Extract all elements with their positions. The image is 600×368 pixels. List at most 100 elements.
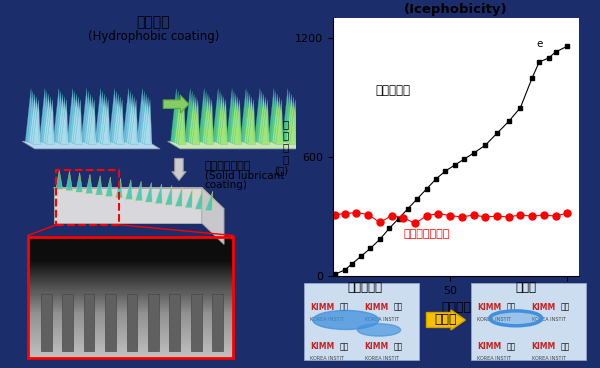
- Text: KIMM: KIMM: [310, 342, 334, 351]
- Bar: [28, 237, 233, 239]
- Polygon shape: [125, 180, 132, 199]
- Polygon shape: [29, 94, 37, 143]
- Bar: [28, 336, 233, 338]
- Polygon shape: [59, 97, 67, 144]
- Polygon shape: [202, 188, 224, 244]
- Bar: [28, 253, 233, 255]
- Polygon shape: [41, 91, 49, 142]
- Polygon shape: [270, 91, 278, 142]
- Bar: [28, 309, 233, 312]
- Polygon shape: [214, 91, 222, 142]
- Bar: [28, 323, 233, 326]
- Bar: [28, 346, 233, 348]
- Bar: [191, 294, 202, 351]
- Polygon shape: [176, 97, 184, 144]
- Bar: [28, 356, 233, 358]
- Polygon shape: [140, 94, 148, 143]
- Polygon shape: [212, 89, 220, 141]
- Bar: [28, 282, 233, 283]
- Bar: [28, 245, 233, 247]
- Polygon shape: [175, 94, 182, 143]
- Polygon shape: [204, 97, 212, 144]
- Polygon shape: [127, 94, 134, 143]
- Text: 고체윤활제코팅: 고체윤활제코팅: [205, 161, 251, 171]
- Bar: [28, 352, 233, 354]
- Text: KIMM: KIMM: [365, 342, 389, 351]
- Bar: [28, 348, 233, 350]
- Polygon shape: [115, 97, 122, 144]
- Bar: [169, 294, 181, 351]
- Bar: [28, 283, 233, 286]
- Polygon shape: [130, 99, 138, 144]
- Polygon shape: [274, 97, 281, 144]
- Polygon shape: [103, 99, 110, 144]
- Polygon shape: [106, 177, 112, 197]
- Bar: [28, 265, 233, 268]
- Bar: [28, 259, 233, 261]
- Polygon shape: [262, 99, 269, 144]
- Polygon shape: [39, 89, 47, 141]
- Bar: [28, 247, 233, 249]
- Polygon shape: [248, 99, 256, 144]
- Polygon shape: [244, 94, 252, 143]
- Polygon shape: [144, 99, 152, 144]
- Polygon shape: [254, 89, 262, 141]
- Polygon shape: [192, 99, 200, 144]
- Bar: [28, 271, 233, 273]
- Bar: [127, 294, 137, 351]
- Text: 한국: 한국: [339, 303, 349, 312]
- Polygon shape: [137, 89, 145, 141]
- Text: KIMM: KIMM: [532, 342, 556, 351]
- Bar: [28, 257, 233, 259]
- Text: 한국: 한국: [394, 342, 403, 351]
- Polygon shape: [95, 176, 103, 195]
- Polygon shape: [242, 91, 250, 142]
- Bar: [28, 243, 233, 245]
- Polygon shape: [95, 89, 103, 141]
- Text: KOREA INSTIT: KOREA INSTIT: [310, 356, 344, 361]
- Text: KIMM: KIMM: [477, 342, 501, 351]
- Polygon shape: [190, 97, 198, 144]
- Polygon shape: [89, 99, 96, 144]
- Y-axis label: 접
착
강
도
(㎪): 접 착 강 도 (㎪): [274, 119, 289, 176]
- Polygon shape: [200, 91, 208, 142]
- Polygon shape: [55, 91, 63, 142]
- Polygon shape: [268, 89, 276, 141]
- Text: 한국: 한국: [561, 303, 570, 312]
- Polygon shape: [33, 99, 41, 144]
- Polygon shape: [76, 173, 83, 192]
- Text: 한국: 한국: [561, 342, 570, 351]
- Bar: [28, 314, 233, 316]
- Bar: [28, 241, 233, 243]
- Polygon shape: [230, 94, 238, 143]
- Polygon shape: [220, 99, 228, 144]
- Bar: [28, 330, 233, 332]
- Bar: [28, 294, 233, 296]
- Polygon shape: [170, 89, 178, 141]
- Polygon shape: [216, 94, 224, 143]
- Polygon shape: [53, 188, 224, 209]
- Text: 고체윤활유표면: 고체윤활유표면: [403, 229, 449, 239]
- Bar: [28, 296, 233, 297]
- Polygon shape: [53, 89, 61, 141]
- Polygon shape: [101, 97, 109, 144]
- Polygon shape: [228, 91, 236, 142]
- X-axis label: 반복횟수: 반복횟수: [441, 301, 471, 314]
- Polygon shape: [246, 97, 254, 144]
- Bar: [28, 308, 233, 309]
- Polygon shape: [86, 174, 92, 194]
- Text: KOREA INSTIT: KOREA INSTIT: [477, 356, 511, 361]
- Text: 발수코팅: 발수코팅: [137, 15, 170, 29]
- Bar: [28, 354, 233, 356]
- Polygon shape: [61, 99, 68, 144]
- Bar: [212, 294, 223, 351]
- Polygon shape: [53, 188, 202, 223]
- Bar: [28, 273, 233, 275]
- Polygon shape: [145, 183, 152, 202]
- Polygon shape: [136, 181, 142, 201]
- Bar: [471, 283, 586, 360]
- Bar: [62, 294, 73, 351]
- Polygon shape: [282, 89, 290, 141]
- Polygon shape: [139, 91, 146, 142]
- Bar: [28, 320, 233, 322]
